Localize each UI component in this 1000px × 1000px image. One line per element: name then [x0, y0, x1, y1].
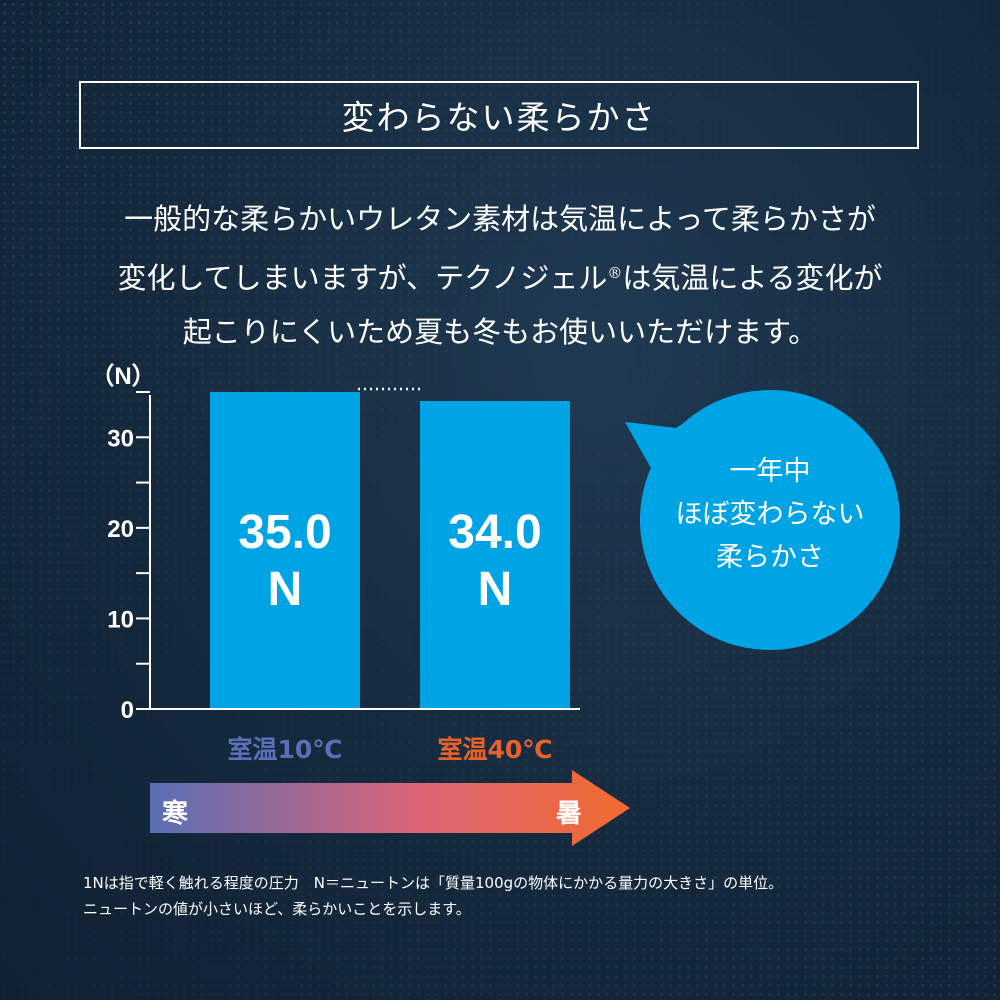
y-tick-label-10: 10 — [107, 606, 134, 633]
bubble-line-3: 柔らかさ — [716, 542, 824, 573]
y-tick-label-30: 30 — [107, 425, 134, 452]
description-line-2: 変化してしまいますが、テクノジェル®は気温による変化が — [117, 261, 883, 295]
bar-unit-label-1: N — [268, 563, 303, 616]
y-tick-label-20: 20 — [107, 516, 134, 543]
description-line-1: 一般的な柔らかいウレタン素材は気温によって柔らかさが — [124, 202, 876, 236]
category-label-2: 室温40℃ — [437, 735, 552, 764]
temperature-arrow — [150, 770, 630, 846]
bubble-line-1: 一年中 — [729, 456, 811, 487]
hot-label: 暑 — [556, 799, 583, 829]
bubble-line-2: ほぼ変わらない — [675, 499, 865, 530]
description-line-3: 起こりにくいため夏も冬もお使いいただけます。 — [182, 315, 818, 349]
bar-unit-label-2: N — [478, 563, 513, 616]
speech-bubble — [640, 390, 900, 650]
footnote-line-2: ニュートンの値が小さいほど、柔らかいことを示します。 — [83, 900, 471, 918]
bubble-text: 一年中 ほぼ変わらない 柔らかさ — [640, 450, 900, 579]
category-label-1: 室温10℃ — [227, 735, 342, 764]
footnotes: 1Nは指で軽く触れる程度の圧力 N＝ニュートンは「質量100gの物体にかかる量力… — [83, 870, 963, 922]
page-title: 変わらない柔らかさ — [79, 81, 919, 149]
cold-label: 寒 — [162, 799, 189, 829]
footnote-line-1: 1Nは指で軽く触れる程度の圧力 N＝ニュートンは「質量100gの物体にかかる量力… — [83, 874, 784, 892]
bar-1 — [210, 392, 360, 709]
bar-value-label-2: 34.0 — [448, 506, 541, 559]
bar-2 — [420, 401, 570, 709]
y-tick-label-0: 0 — [121, 697, 134, 724]
bar-value-label-1: 35.0 — [238, 506, 331, 559]
registered-mark: ® — [607, 264, 623, 282]
y-axis-label: （N） — [90, 363, 155, 390]
description: 一般的な柔らかいウレタン素材は気温によって柔らかさが 変化してしまいますが、テク… — [0, 192, 1000, 359]
page-title-text: 変わらない柔らかさ — [341, 98, 657, 137]
